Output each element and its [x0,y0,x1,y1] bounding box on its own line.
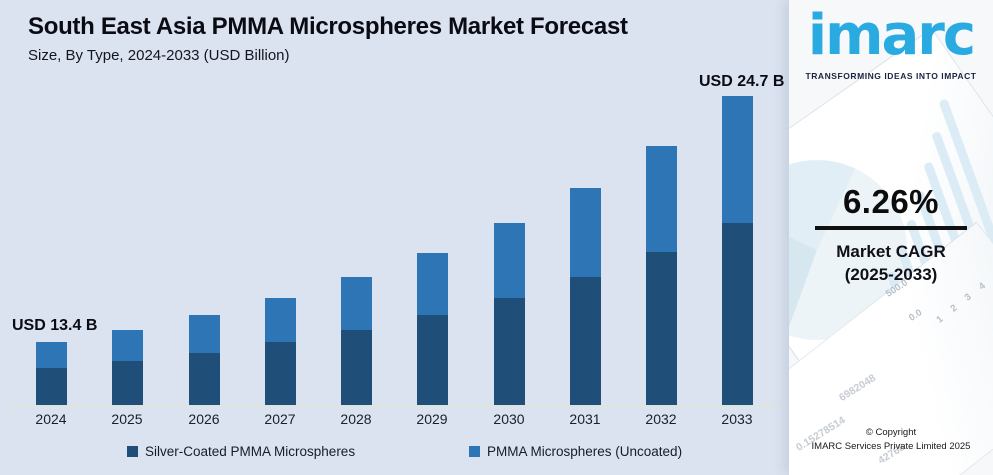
x-axis-label-2029: 2029 [416,411,448,427]
value-label-2033: USD 24.7 B [699,73,785,90]
x-axis-label-2033: 2033 [721,411,753,427]
legend-swatch [127,446,138,457]
segment-silver-coated-2028 [340,330,372,405]
x-axis-label-2030: 2030 [493,411,525,427]
bar-2024 [35,342,67,405]
chart-subtitle: Size, By Type, 2024-2033 (USD Billion) [28,47,290,64]
bar-2033 [721,96,753,405]
segment-silver-coated-2026 [188,353,220,405]
bar-2027 [264,298,296,405]
segment-uncoated-2031 [569,188,601,277]
bar-2031 [569,188,601,405]
segment-silver-coated-2027 [264,342,296,405]
segment-uncoated-2030 [493,223,525,298]
cagr-divider [815,226,967,230]
x-axis-label-2028: 2028 [340,411,372,427]
watermark-text: 0.0 [907,307,925,324]
value-label-2024: USD 13.4 B [12,317,98,334]
chart-panel: South East Asia PMMA Microspheres Market… [0,13,789,464]
cagr-label-line2: (2025-2033) [844,265,938,284]
x-axis-label-2027: 2027 [264,411,296,427]
segment-uncoated-2029 [416,253,448,315]
segment-uncoated-2025 [111,330,143,361]
segment-silver-coated-2030 [493,298,525,405]
legend-item-silver-coated: Silver-Coated PMMA Microspheres [127,444,355,459]
bar-2032 [645,146,677,405]
page-title: South East Asia PMMA Microspheres Market… [28,13,628,40]
bar-2025 [111,330,143,405]
imarc-logo: imarc TRANSFORMING IDEAS INTO IMPACT [789,2,993,81]
legend-label: Silver-Coated PMMA Microspheres [145,444,356,459]
x-axis-label-2031: 2031 [569,411,601,427]
x-axis-label-2032: 2032 [645,411,677,427]
segment-uncoated-2026 [188,315,220,353]
bar-2029 [416,253,448,405]
bar-2028 [340,277,372,405]
x-axis-label-2026: 2026 [188,411,220,427]
x-axis-label-2025: 2025 [111,411,143,427]
legend: Silver-Coated PMMA Microspheres PMMA Micr… [0,444,789,464]
segment-uncoated-2027 [264,298,296,342]
segment-uncoated-2028 [340,277,372,330]
segment-silver-coated-2032 [645,252,677,405]
segment-silver-coated-2025 [111,361,143,405]
bar-2026 [188,315,220,405]
cagr-value: 6.26% [842,183,940,220]
x-axis-line [8,405,781,407]
cagr-label-line1: Market CAGR [836,242,946,261]
cagr-block: 6.26% Market CAGR (2025-2033) [789,183,993,286]
segment-silver-coated-2024 [35,368,67,405]
imarc-tagline: TRANSFORMING IDEAS INTO IMPACT [805,71,977,81]
legend-label: PMMA Microspheres (Uncoated) [487,444,683,459]
plot-area: 2024 2025 2026 2027 2028 2029 2030 2031 2032 2033… [8,73,785,427]
watermark-text: 6982048 [836,372,878,404]
copyright-line1: © Copyright [865,427,917,438]
segment-uncoated-2033 [721,96,753,223]
sidebar: 500.0 0.0 1 2 3 4 6982048 0.15278514 427… [789,0,993,475]
segment-silver-coated-2031 [569,277,601,405]
legend-item-uncoated: PMMA Microspheres (Uncoated) [469,444,682,459]
imarc-logo-text: imarc [807,3,976,68]
segment-silver-coated-2029 [416,315,448,405]
copyright-line2: IMARC Services Private Limited 2025 [811,441,971,452]
copyright: © Copyright IMARC Services Private Limit… [789,427,993,452]
bar-2030 [493,223,525,405]
segment-silver-coated-2033 [721,223,753,405]
segment-uncoated-2032 [645,146,677,252]
legend-swatch [469,446,480,457]
segment-uncoated-2024 [35,342,67,368]
x-axis-label-2024: 2024 [35,411,67,427]
